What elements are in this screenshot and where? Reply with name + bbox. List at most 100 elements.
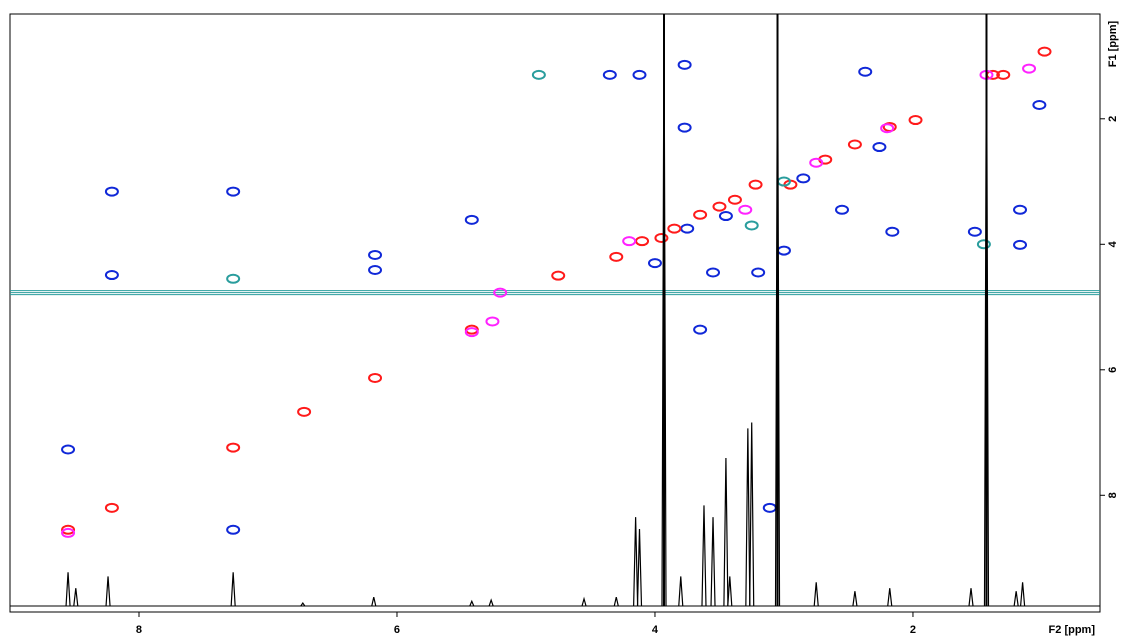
spectrum-peak: [661, 13, 667, 607]
cross-peak: [718, 211, 733, 222]
cross-peak: [880, 123, 895, 134]
spectrum-peak: [633, 517, 639, 607]
cross-peak: [531, 69, 546, 80]
x-tick-label: 2: [910, 624, 916, 636]
spectrum-peak: [230, 572, 236, 607]
spectrum-peak: [887, 588, 893, 607]
plot-frame: [9, 13, 1101, 613]
cross-peak: [485, 316, 500, 327]
cross-peak: [727, 194, 742, 205]
y-axis-label: F1 [ppm]: [1107, 20, 1119, 67]
spectrum-peak: [710, 517, 716, 607]
spectrum-peak: [983, 13, 990, 607]
spectrum-peak: [371, 596, 377, 607]
spectrum-peak: [65, 572, 71, 607]
cross-peak: [751, 267, 766, 278]
cross-peak: [762, 502, 777, 513]
cross-peak: [104, 270, 119, 281]
cross-peak: [104, 502, 119, 513]
cross-peak: [226, 273, 241, 284]
cross-peak: [712, 201, 727, 212]
spectrum-peak: [613, 596, 619, 607]
spectrum-peak: [488, 598, 494, 607]
cross-peak: [680, 223, 695, 234]
cross-peak: [976, 239, 991, 250]
cross-peak: [667, 223, 682, 234]
spectrum-peak: [774, 13, 781, 607]
spectrum-peak: [636, 529, 643, 607]
y-tick-label: 6: [1107, 367, 1119, 373]
spectrum-peak: [469, 599, 475, 607]
cross-peak: [967, 226, 982, 237]
cross-peak: [693, 324, 708, 335]
cross-peak: [368, 265, 383, 276]
x-tick-label: 6: [394, 624, 400, 636]
cross-peak: [1032, 99, 1047, 110]
cross-peak: [226, 442, 241, 453]
cross-peak: [748, 179, 763, 190]
cross-peak: [809, 157, 824, 168]
spectrum-peak: [1013, 591, 1019, 607]
cross-peak: [368, 249, 383, 260]
spectrum-peak: [73, 588, 79, 607]
spectrum-peak: [701, 505, 707, 607]
cross-peak: [796, 173, 811, 184]
cross-peak: [835, 204, 850, 215]
cross-peak: [297, 406, 312, 417]
cross-peak: [738, 204, 753, 215]
spectrum-peak: [105, 576, 111, 607]
spectrum-peak: [727, 576, 733, 607]
cross-peak: [677, 59, 692, 70]
spectrum-peak: [745, 428, 751, 607]
spectrum-peak: [581, 596, 587, 607]
y-tick-label: 2: [1107, 116, 1119, 122]
cross-peak: [632, 69, 647, 80]
cross-peak: [226, 186, 241, 197]
y-tick-label: 4: [1107, 240, 1119, 247]
cross-peak: [744, 220, 759, 231]
cross-peak: [996, 69, 1011, 80]
y-tick-label: 8: [1107, 492, 1119, 498]
spectrum-peak: [678, 576, 684, 607]
cross-peak: [858, 66, 873, 77]
spectrum-peak: [968, 588, 974, 607]
cross-peak: [622, 236, 637, 247]
cross-peak: [693, 209, 708, 220]
cross-peak: [609, 251, 624, 262]
cross-peak: [61, 444, 76, 455]
spectrum-peak: [852, 591, 858, 607]
spectrum-peak: [813, 582, 819, 607]
cross-peak: [885, 226, 900, 237]
cross-peak: [551, 270, 566, 281]
cross-peak: [493, 287, 508, 298]
cross-peak: [368, 372, 383, 383]
cross-peak: [61, 524, 76, 535]
cross-peak: [226, 524, 241, 535]
cross-peak: [654, 233, 669, 244]
cross-peak: [1013, 204, 1028, 215]
x-axis-label: F2 [ppm]: [1049, 624, 1096, 636]
cross-peak: [61, 527, 76, 538]
cross-peak: [1037, 46, 1052, 57]
spectrum-peak: [1020, 582, 1026, 607]
spectrum-peak: [723, 457, 729, 607]
cross-peak: [1022, 63, 1037, 74]
cross-peak: [1013, 239, 1028, 250]
cross-peak: [847, 139, 862, 150]
cross-peak: [464, 214, 479, 225]
cross-peak: [872, 142, 887, 153]
cross-peak: [706, 267, 721, 278]
cross-peak: [104, 186, 119, 197]
cross-peak: [776, 245, 791, 256]
spectrum-peak: [300, 601, 306, 607]
cross-peak: [647, 258, 662, 269]
x-tick-label: 8: [136, 624, 142, 636]
cross-peak: [602, 69, 617, 80]
x-tick-label: 4: [652, 624, 659, 636]
cross-peak: [464, 327, 479, 338]
cross-peak: [908, 115, 923, 126]
cross-peak: [635, 236, 650, 247]
spectrum-peak: [749, 422, 755, 607]
